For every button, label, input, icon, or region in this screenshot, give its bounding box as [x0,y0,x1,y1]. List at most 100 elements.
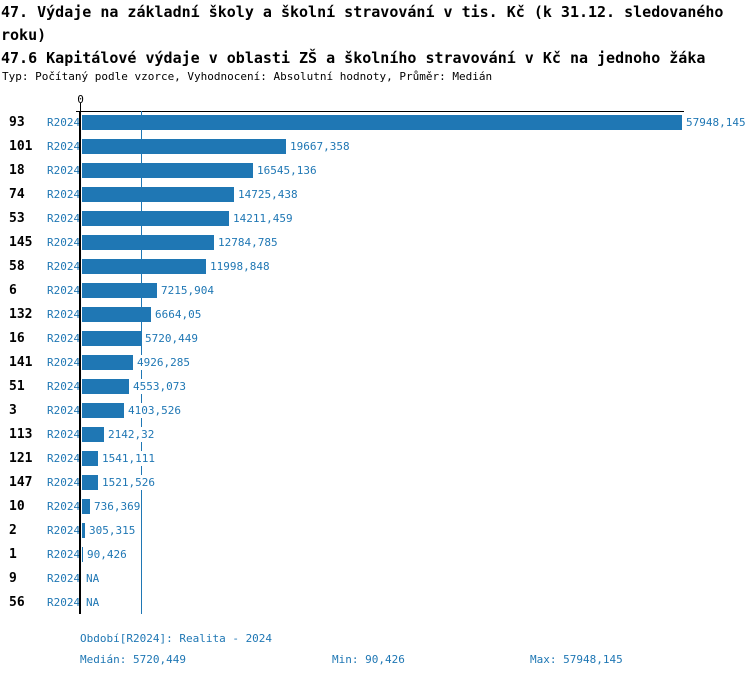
bar-value-label: NA [85,571,101,586]
chart-row: 2 R2024 305,315 [0,520,750,544]
row-category-label: 51 [9,379,25,394]
row-period-label: R2024 [47,140,81,153]
axis-zero-tick-label: 0 [77,93,84,106]
chart-row: 56 R2024 NA [0,592,750,616]
row-period-label: R2024 [47,212,81,225]
row-period-label: R2024 [47,188,81,201]
chart-row: 101 R2024 19667,358 [0,136,750,160]
bar [82,115,682,130]
bar-value-label: NA [85,595,101,610]
y-axis-line [79,111,81,614]
chart-row: 58 R2024 11998,848 [0,256,750,280]
row-period-label: R2024 [47,164,81,177]
bar-value-label: 5720,449 [144,331,199,346]
row-period-label: R2024 [47,332,81,345]
bar [82,379,129,394]
bar [82,139,286,154]
bar [82,475,98,490]
chart-row: 132 R2024 6664,05 [0,304,750,328]
bar-value-label: 7215,904 [160,283,215,298]
chart-row: 121 R2024 1541,111 [0,448,750,472]
bar [82,331,141,346]
row-category-label: 147 [9,475,33,490]
row-period-label: R2024 [47,452,81,465]
chart-row: 113 R2024 2142,32 [0,424,750,448]
bar-value-label: 14725,438 [237,187,299,202]
bar-value-label: 19667,358 [289,139,351,154]
bar-value-label: 4103,526 [127,403,182,418]
chart-row: 16 R2024 5720,449 [0,328,750,352]
row-period-label: R2024 [47,476,81,489]
row-category-label: 113 [9,427,33,442]
axis-zero-tick-mark [80,103,81,112]
chart-row: 145 R2024 12784,785 [0,232,750,256]
row-category-label: 16 [9,331,25,346]
chart-row: 147 R2024 1521,526 [0,472,750,496]
row-period-label: R2024 [47,404,81,417]
bar-value-label: 12784,785 [217,235,279,250]
row-category-label: 141 [9,355,33,370]
chart-row: 93 R2024 57948,145 [0,112,750,136]
row-category-label: 3 [9,403,17,418]
bar [82,211,229,226]
row-category-label: 132 [9,307,33,322]
report-title: 47. Výdaje na základní školy a školní st… [1,3,724,44]
bar [82,307,151,322]
bar [82,451,98,466]
bar [82,523,85,538]
row-category-label: 101 [9,139,33,154]
row-period-label: R2024 [47,260,81,273]
bar [82,499,90,514]
row-category-label: 10 [9,499,25,514]
row-period-label: R2024 [47,356,81,369]
chart-row: 3 R2024 4103,526 [0,400,750,424]
row-category-label: 2 [9,523,17,538]
bar-value-label: 57948,145 [685,115,747,130]
x-axis-line [76,111,684,112]
row-category-label: 56 [9,595,25,610]
row-category-label: 145 [9,235,33,250]
row-period-label: R2024 [47,500,81,513]
bar-value-label: 4926,285 [136,355,191,370]
row-category-label: 1 [9,547,17,562]
bar [82,427,104,442]
bar-value-label: 6664,05 [154,307,203,322]
row-period-label: R2024 [47,524,81,537]
chart-row: 6 R2024 7215,904 [0,280,750,304]
chart-row: 18 R2024 16545,136 [0,160,750,184]
bar-value-label: 736,369 [93,499,142,514]
row-category-label: 58 [9,259,25,274]
footer-period-info: Období[R2024]: Realita - 2024 [80,632,273,645]
row-period-label: R2024 [47,308,81,321]
bar [82,259,206,274]
bar [82,355,133,370]
bar-value-label: 305,315 [88,523,137,538]
chart-row: 74 R2024 14725,438 [0,184,750,208]
footer-min-value: Min: 90,426 [332,653,405,666]
row-category-label: 93 [9,115,25,130]
bar [82,235,214,250]
row-period-label: R2024 [47,116,81,129]
report-subtitle: 47.6 Kapitálové výdaje v oblasti ZŠ a šk… [1,49,706,67]
row-period-label: R2024 [47,284,81,297]
bar [82,163,253,178]
bar-value-label: 2142,32 [107,427,156,442]
chart-row: 10 R2024 736,369 [0,496,750,520]
row-period-label: R2024 [47,596,81,609]
bar [82,187,234,202]
row-period-label: R2024 [47,572,81,585]
row-category-label: 18 [9,163,25,178]
footer-max-value: Max: 57948,145 [530,653,623,666]
chart-row: 51 R2024 4553,073 [0,376,750,400]
row-period-label: R2024 [47,428,81,441]
row-period-label: R2024 [47,380,81,393]
bar-value-label: 16545,136 [256,163,318,178]
chart-row: 53 R2024 14211,459 [0,208,750,232]
bar-value-label: 11998,848 [209,259,271,274]
row-category-label: 53 [9,211,25,226]
bar-value-label: 4553,073 [132,379,187,394]
chart-row: 141 R2024 4926,285 [0,352,750,376]
bar-value-label: 1521,526 [101,475,156,490]
bar-value-label: 1541,111 [101,451,156,466]
